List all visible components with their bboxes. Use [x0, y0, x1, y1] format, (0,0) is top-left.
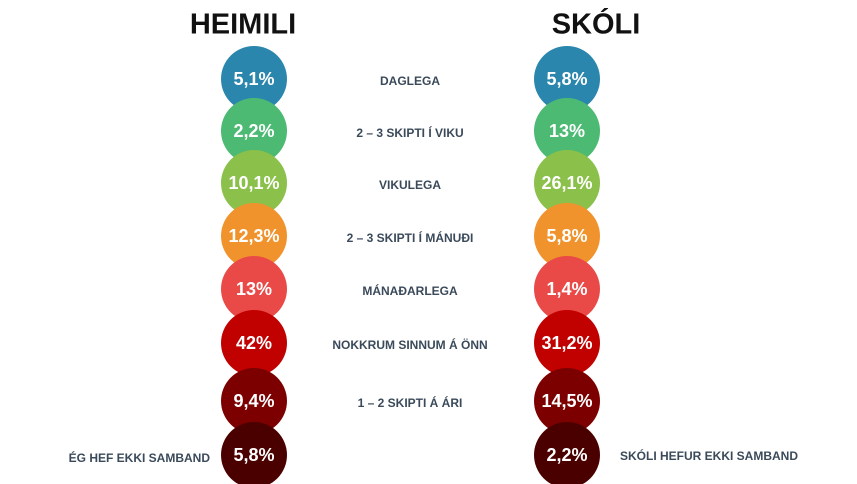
value-label: 31,2% — [541, 333, 592, 353]
category-label: 1 – 2 SKIPTI Á ÁRI — [358, 395, 463, 410]
value-label: 42% — [236, 333, 272, 353]
category-label: MÁNAÐARLEGA — [362, 283, 458, 298]
value-label: 1,4% — [546, 279, 587, 299]
value-label: 9,4% — [233, 391, 274, 411]
category-label: VIKULEGA — [379, 178, 441, 192]
value-dot — [221, 310, 287, 376]
value-label: 13% — [549, 121, 585, 141]
value-label: 5,8% — [546, 69, 587, 89]
value-dot — [534, 203, 600, 269]
value-label: 14,5% — [541, 391, 592, 411]
value-label: 12,3% — [228, 226, 279, 246]
value-dot — [534, 46, 600, 112]
school-annotation: SKÓLI HEFUR EKKI SAMBAND — [620, 448, 798, 463]
value-label: 2,2% — [233, 121, 274, 141]
value-dot — [221, 46, 287, 112]
value-label: 5,8% — [233, 445, 274, 465]
value-label: 5,1% — [233, 69, 274, 89]
value-dot — [534, 368, 600, 434]
home-annotation: ÉG HEF EKKI SAMBAND — [69, 450, 211, 465]
category-label: 2 – 3 SKIPTI Í MÁNUÐI — [347, 230, 474, 245]
value-dot — [534, 310, 600, 376]
value-dot — [534, 150, 600, 216]
value-dot — [221, 150, 287, 216]
value-label: 26,1% — [541, 173, 592, 193]
value-label: 5,8% — [546, 226, 587, 246]
value-label: 13% — [236, 279, 272, 299]
value-label: 2,2% — [546, 445, 587, 465]
home-title: HEIMILI — [190, 9, 296, 41]
value-dot — [534, 422, 600, 484]
value-dot — [221, 422, 287, 484]
value-dot — [221, 98, 287, 164]
school-title: SKÓLI — [552, 7, 641, 41]
value-dot — [534, 98, 600, 164]
value-dot — [534, 256, 600, 322]
value-dot — [221, 368, 287, 434]
value-dot — [221, 256, 287, 322]
category-label: DAGLEGA — [380, 74, 440, 88]
category-label: 2 – 3 SKIPTI Í VIKU — [356, 125, 463, 140]
value-label: 10,1% — [228, 173, 279, 193]
value-dot — [221, 203, 287, 269]
category-label: NOKKRUM SINNUM Á ÖNN — [332, 337, 487, 352]
